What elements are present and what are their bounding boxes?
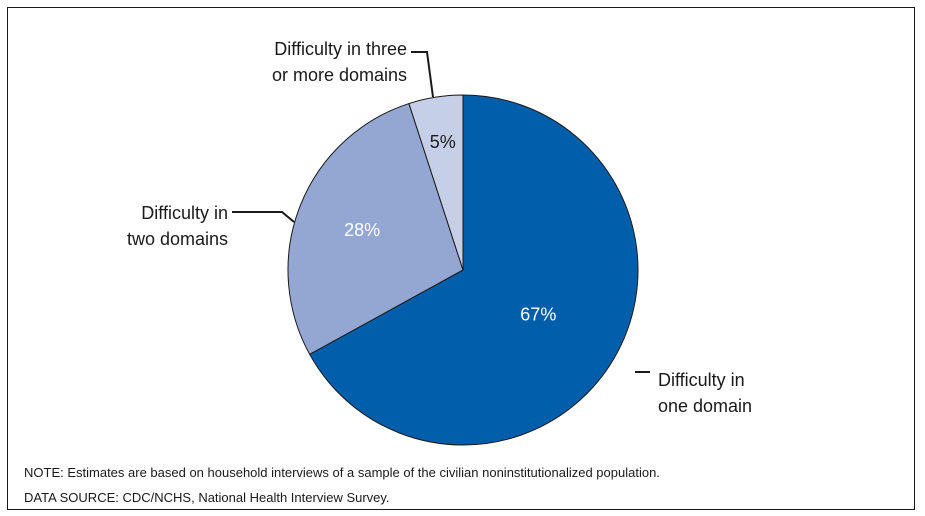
data-source-text: DATA SOURCE: CDC/NCHS, National Health I… xyxy=(24,490,390,505)
callout-line-2 xyxy=(411,51,434,98)
callout-label-2: Difficulty in three or more domains xyxy=(272,39,407,85)
callout-line-1 xyxy=(232,211,295,223)
pie-slice-1 xyxy=(287,102,464,355)
slice-value-label-2: 5% xyxy=(430,132,456,152)
callout-label-0: Difficulty in one domain xyxy=(658,370,752,416)
slice-value-label-0: 67% xyxy=(520,305,556,325)
slice-value-label-1: 28% xyxy=(344,220,380,240)
note-text: NOTE: Estimates are based on household i… xyxy=(24,465,660,480)
pie-slice-0 xyxy=(308,94,639,446)
callout-label-1: Difficulty in two domains xyxy=(127,203,228,249)
pie-slices xyxy=(287,94,639,446)
slice-value-labels: 67% 28% 5% xyxy=(344,132,556,324)
slice-callouts: Difficulty in one domain Difficulty in two … xyxy=(127,39,752,416)
pie-slice-2 xyxy=(408,94,464,271)
